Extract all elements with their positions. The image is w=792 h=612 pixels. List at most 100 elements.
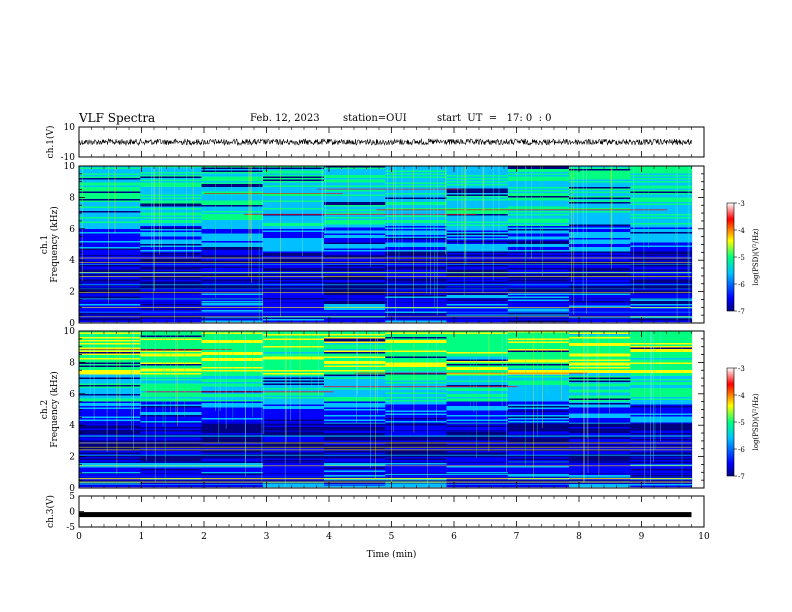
spectrogram-cell — [630, 308, 693, 311]
spectrogram-cell — [201, 407, 264, 410]
spectrogram-cell — [385, 350, 448, 353]
spectrogram-cell — [140, 202, 203, 204]
spectrogram-cell — [507, 221, 570, 224]
spectrogram-cell — [446, 293, 509, 296]
spectrogram-cell — [446, 443, 509, 446]
spectrogram-cell — [140, 356, 203, 359]
spectrogram-cell — [140, 296, 203, 299]
y-tick-label: 0 — [69, 319, 75, 329]
spectrogram-cell — [446, 463, 509, 465]
spectrogram-cell — [446, 394, 509, 396]
spectrogram-cell — [140, 367, 203, 369]
spectrogram-cell — [569, 332, 631, 335]
spectrogram-cell — [140, 230, 203, 233]
spectrogram-cell — [507, 269, 570, 272]
spectrogram-cell — [201, 382, 264, 384]
spectrogram-cell — [385, 466, 448, 468]
spectrogram-cell — [324, 239, 386, 242]
spectrogram-cell — [79, 392, 141, 395]
spectrogram-cell — [507, 314, 570, 317]
spectrogram-cell — [507, 293, 570, 296]
spectrogram-cell — [630, 212, 693, 215]
spectrogram-cell — [385, 331, 448, 333]
spectrogram-cell — [324, 331, 386, 333]
spectrogram-cell — [630, 223, 693, 225]
spectrogram-cell — [79, 187, 141, 189]
spectrogram-cell — [507, 404, 570, 407]
spectrogram-cell — [630, 232, 693, 234]
spectrogram-cell — [262, 410, 325, 413]
spectrogram-cell — [79, 383, 141, 386]
spectrogram-cell — [385, 221, 448, 224]
spectrogram-cell — [324, 440, 386, 443]
spectrogram-cell — [324, 214, 386, 216]
spectrogram-cell — [79, 466, 141, 468]
spectrogram-cell — [201, 277, 264, 279]
spectrogram-cell — [385, 409, 448, 411]
spectrogram-cell — [262, 220, 325, 222]
spectrogram-cell — [446, 365, 509, 368]
spectrogram-cell — [262, 308, 325, 311]
spectrogram-cell — [630, 211, 693, 213]
spectrogram-cell — [201, 413, 264, 416]
spectrogram-cell — [201, 305, 264, 308]
spectrogram-cell — [569, 469, 631, 471]
spectrogram-cell — [385, 167, 448, 170]
spectrogram-cell — [140, 218, 203, 221]
spectrogram-cell — [507, 305, 570, 308]
spectrogram-cell — [201, 419, 264, 422]
spectrogram-cell — [507, 332, 570, 335]
figure-title: VLF Spectra — [79, 111, 156, 125]
spectrogram-cell — [79, 214, 141, 216]
spectrogram-cell — [324, 353, 386, 356]
spectrogram-cell — [201, 313, 264, 315]
spectrogram-cell — [262, 274, 325, 276]
spectrogram-cell — [201, 332, 264, 335]
spectrogram-cell — [446, 280, 509, 282]
spectrogram-cell — [324, 388, 386, 390]
spectrogram-cell — [569, 259, 631, 261]
spectrogram-cell — [385, 416, 448, 419]
spectrogram-cell — [140, 182, 203, 185]
spectrogram-cell — [385, 463, 448, 465]
spectrogram-cell — [630, 202, 693, 204]
spectrogram-cell — [201, 425, 264, 428]
spectrogram-cell — [140, 443, 203, 446]
spectrogram-cell — [262, 427, 325, 429]
spectrogram-cell — [385, 184, 448, 186]
spectrogram-cell — [446, 361, 509, 363]
spectrogram-cell — [446, 266, 509, 269]
spectrogram-cell — [140, 406, 203, 408]
spectrogram-cell — [324, 373, 386, 375]
spectrogram-cell — [446, 268, 509, 270]
spectrogram-cell — [262, 320, 325, 323]
spectrogram-cell — [630, 448, 693, 450]
spectrogram-cell — [507, 395, 570, 398]
spectrogram-cell — [630, 439, 693, 441]
spectrogram-cell — [507, 340, 570, 342]
spectrogram-cell — [79, 299, 141, 302]
spectrogram-cell — [140, 233, 203, 236]
spectrogram-cell — [385, 289, 448, 291]
spectrogram-cell — [569, 364, 631, 366]
spectrogram-cell — [630, 458, 693, 461]
spectrogram-cell — [569, 410, 631, 413]
spectrogram-cell — [324, 314, 386, 317]
spectrogram-cell — [140, 452, 203, 455]
spectrogram-cell — [201, 334, 264, 336]
spectrogram-cell — [385, 365, 448, 368]
spectrogram-cell — [201, 274, 264, 276]
spectrogram-cell — [262, 385, 325, 387]
spectrogram-cell — [140, 319, 203, 321]
spectrogram-cell — [507, 242, 570, 245]
spectrogram-cell — [569, 392, 631, 395]
spectrogram-cell — [201, 199, 264, 201]
spectrogram-cell — [79, 356, 141, 359]
spectrogram-cell — [79, 172, 141, 174]
spectrogram-cell — [569, 398, 631, 401]
spectrogram-cell — [507, 194, 570, 197]
spectrogram-cell — [140, 245, 203, 248]
spectrogram-cell — [79, 407, 141, 410]
spectrogram-cell — [569, 377, 631, 380]
spectrogram-cell — [79, 301, 141, 303]
